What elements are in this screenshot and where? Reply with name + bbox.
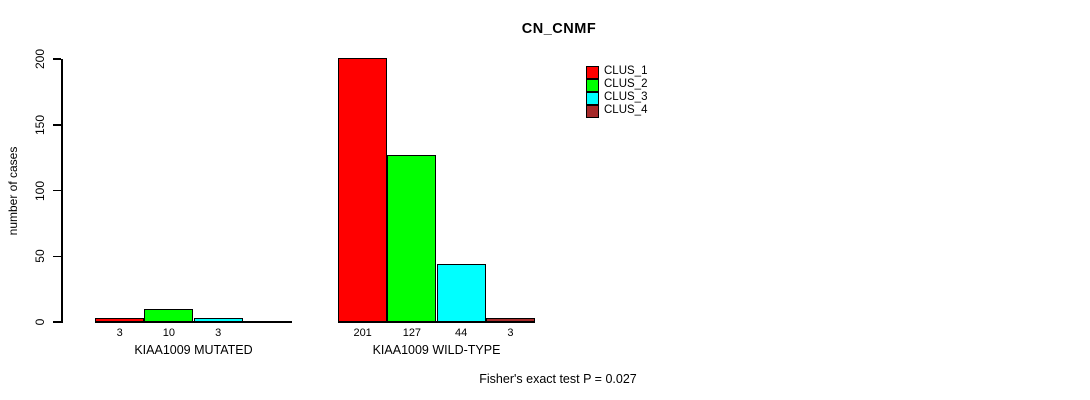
bar-value-label: 201 — [353, 327, 372, 339]
bar-value-label: 10 — [162, 327, 175, 339]
y-axis-tick — [53, 321, 61, 323]
annotation-text: Fisher's exact test P = 0.027 — [479, 372, 637, 386]
category-label: KIAA1009 WILD-TYPE — [372, 343, 501, 357]
y-axis-tick — [53, 255, 61, 257]
x-axis-baseline — [338, 321, 535, 323]
legend-swatch-clus_2 — [586, 79, 599, 92]
x-axis-baseline — [95, 321, 292, 323]
chart-title: CN_CNMF — [521, 21, 597, 37]
y-axis-tick — [53, 58, 61, 60]
bar-value-label: 3 — [507, 327, 514, 339]
bar-clus_1 — [95, 318, 144, 322]
legend-swatch-clus_3 — [586, 92, 599, 105]
legend-label-clus_4: CLUS_4 — [604, 104, 648, 116]
y-axis-line — [61, 59, 63, 323]
bar-clus_1 — [338, 58, 387, 322]
bar-clus_2 — [387, 155, 436, 322]
bar-clus_4 — [486, 318, 535, 322]
legend-swatch-clus_1 — [586, 66, 599, 79]
bar-clus_3 — [437, 264, 486, 322]
bar-clus_2 — [144, 309, 193, 322]
y-axis-tick — [53, 124, 61, 126]
bar-value-label: 44 — [455, 327, 468, 339]
legend-label-clus_3: CLUS_3 — [604, 91, 648, 103]
legend-label-clus_1: CLUS_1 — [604, 65, 648, 77]
bar-clus_3 — [194, 318, 243, 322]
bar-value-label: 127 — [402, 327, 422, 339]
bar-value-label: 3 — [215, 327, 222, 339]
bar-value-label: 3 — [116, 327, 123, 339]
category-label: KIAA1009 MUTATED — [134, 343, 253, 357]
y-axis-tick — [53, 189, 61, 192]
legend-label-clus_2: CLUS_2 — [604, 78, 648, 90]
legend-swatch-clus_4 — [586, 105, 599, 118]
